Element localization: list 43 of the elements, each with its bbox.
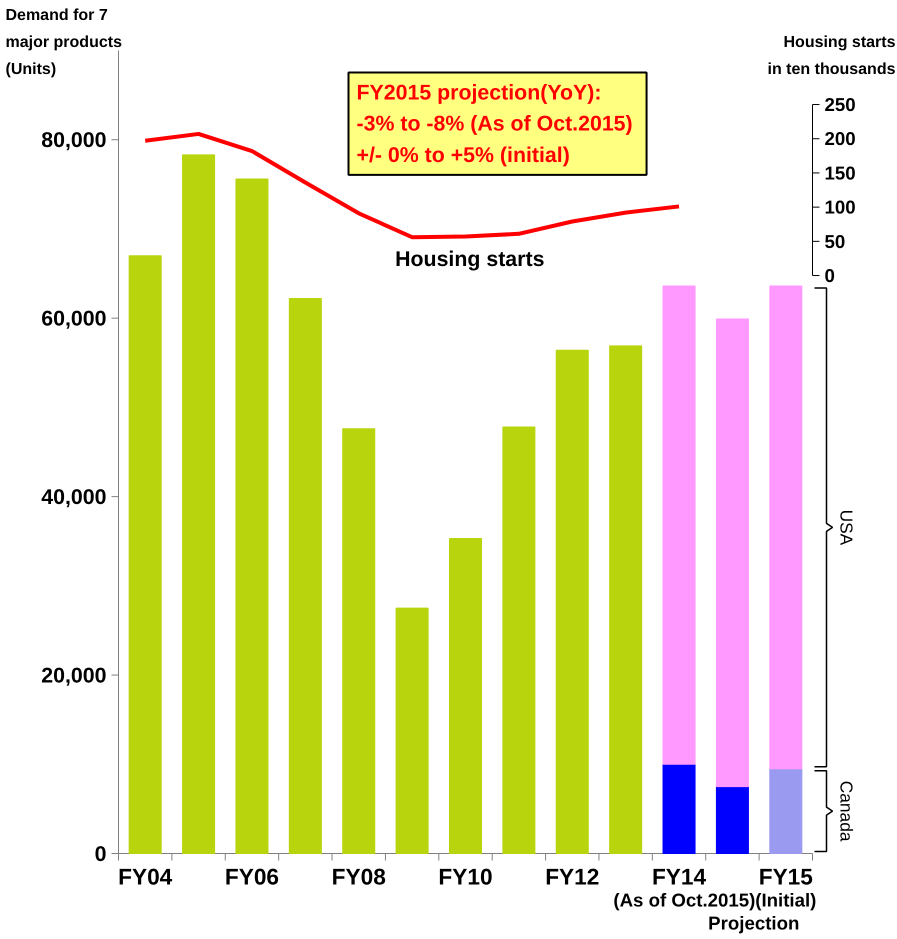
bar [448,538,482,854]
y-tick-label: 20,000 [41,664,106,688]
x-tick-label: FY04 [118,864,173,890]
bar [182,154,216,854]
y2-tick-label: 50 [824,230,846,252]
y-tick-label: 40,000 [41,485,106,510]
bar [556,350,589,854]
y-tick-label: 60,000 [41,306,106,331]
annotation: FY2015 projection(YoY): -3% to -8% (As of Oct.2015) +/- 0% to +5% (initial) [356,80,633,167]
y-axis-title: Demand for 7 major products (Units) [6,7,122,78]
bar [502,426,536,854]
bar [662,764,696,854]
bar [288,298,322,854]
x-tick-label: FY14 [652,864,707,890]
y2-tick-label: 250 [824,94,856,116]
y2-tick-label: 0 [824,265,835,286]
text: Projection [708,912,800,934]
bar [128,255,162,854]
y2-tick-label: 200 [824,128,856,150]
bar [235,178,268,854]
bar [716,318,749,788]
bar [769,286,802,770]
text: USA [836,510,856,546]
text: Canada [836,780,856,842]
y2-axis-title: Housing starts in ten thousands [768,34,896,78]
bar [396,608,429,854]
bar [716,786,749,854]
bar [662,286,696,765]
x-tick-label: FY08 [332,864,386,890]
x-tick-label: FY12 [545,864,600,890]
y2-tick-label: 150 [824,162,856,184]
y-tick-label: 0 [94,842,107,866]
bar [342,428,376,854]
text: (As of Oct.2015) [613,890,756,910]
bar [769,768,802,854]
series-label: Housing starts [395,247,544,272]
text: (Initial) [755,890,816,910]
y-tick-label: 80,000 [41,128,106,152]
x-tick-label: FY06 [224,864,280,890]
x-tick-label: FY10 [438,864,493,890]
x-tick-label: FY15 [758,864,813,890]
bar [609,345,642,854]
y2-tick-label: 100 [824,196,856,218]
